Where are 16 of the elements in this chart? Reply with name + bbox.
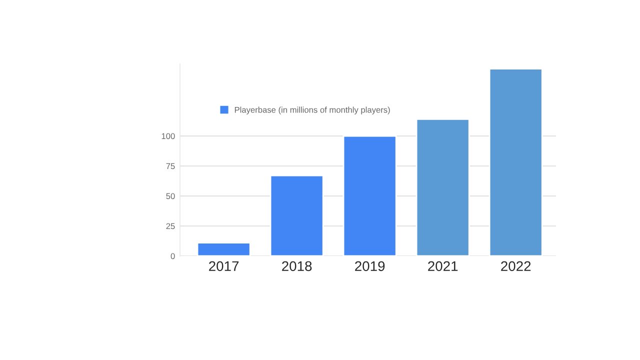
bar [270, 174, 324, 256]
bar [196, 242, 251, 256]
y-tick-label: 100 [162, 133, 175, 140]
x-tick-label: 2017 [209, 261, 239, 272]
x-tick-label: 2019 [355, 261, 385, 272]
y-tick-label: 75 [166, 163, 175, 170]
x-tick-label: 2018 [282, 261, 312, 272]
legend-label: Playerbase (in millions of monthly players) [234, 106, 390, 114]
y-tick-label: 50 [166, 193, 175, 200]
bar [416, 118, 470, 256]
y-tick-label: 25 [166, 223, 175, 230]
bar [342, 135, 397, 256]
y-tick-label: 0 [170, 253, 175, 260]
x-tick-label: 2022 [501, 261, 531, 272]
x-tick-label: 2021 [428, 261, 458, 272]
bar [488, 68, 543, 256]
